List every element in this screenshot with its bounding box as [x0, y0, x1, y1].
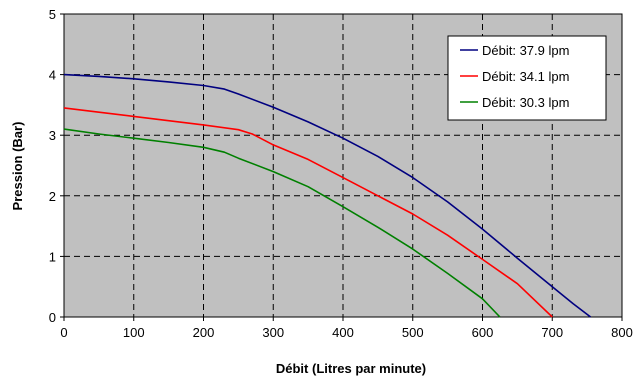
- series-line-3: [63, 128, 501, 318]
- axes: [60, 13, 623, 321]
- y-tick-label: 5: [49, 7, 56, 22]
- series-line-1: [63, 73, 592, 318]
- y-tick-label: 2: [49, 189, 56, 204]
- x-tick-label: 500: [402, 325, 424, 340]
- legend-label-2: Débit: 34.1 lpm: [482, 69, 569, 84]
- y-tick-label: 3: [49, 128, 56, 143]
- y-axis-title: Pression (Bar): [10, 122, 25, 211]
- x-tick-label: 100: [123, 325, 145, 340]
- x-tick-label: 200: [193, 325, 215, 340]
- x-tick-label: 300: [262, 325, 284, 340]
- series-lines: [63, 73, 592, 318]
- legend: Débit: 37.9 lpm Débit: 34.1 lpm Débit: 30.…: [447, 35, 607, 121]
- series-line-2: [63, 107, 553, 318]
- x-tick-label: 400: [332, 325, 354, 340]
- legend-label-1: Débit: 37.9 lpm: [482, 43, 569, 58]
- x-tick-label: 0: [60, 325, 67, 340]
- x-tick-label: 600: [472, 325, 494, 340]
- y-tick-label: 0: [49, 310, 56, 325]
- x-tick-label: 700: [541, 325, 563, 340]
- legend-label-3: Débit: 30.3 lpm: [482, 95, 569, 110]
- x-axis-title: Débit (Litres par minute): [276, 361, 426, 376]
- tick-labels: 0 100 200 300 400 500 600 700 800 0 1 2 3 4 5: [49, 7, 633, 340]
- x-tick-label: 800: [611, 325, 633, 340]
- y-tick-label: 4: [49, 68, 56, 83]
- y-tick-label: 1: [49, 249, 56, 264]
